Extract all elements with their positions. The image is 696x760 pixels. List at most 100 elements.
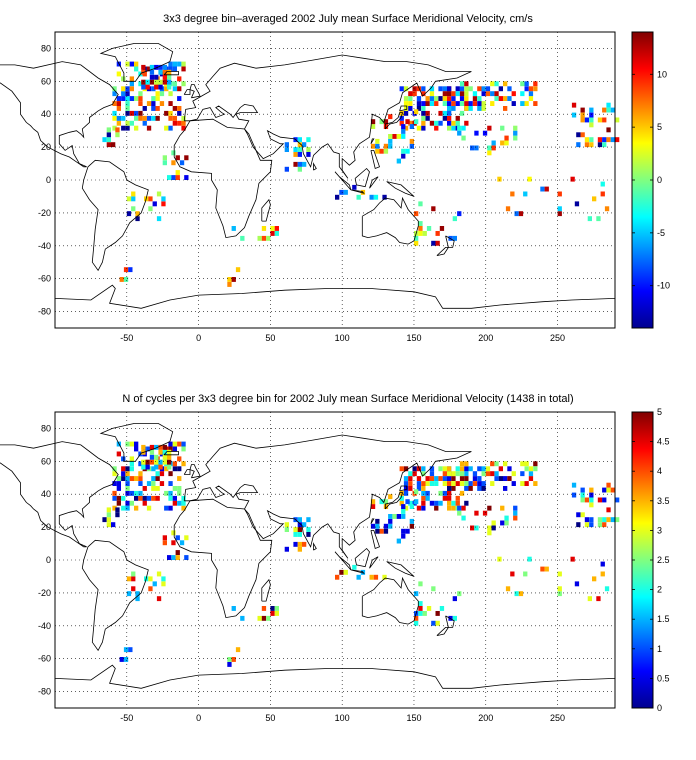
- bin-cell: [491, 520, 496, 526]
- bin-cell: [464, 481, 469, 486]
- bin-cell: [138, 461, 143, 467]
- bin-cell: [383, 499, 389, 505]
- bin-cell: [434, 500, 439, 506]
- bin-cell: [416, 106, 422, 111]
- bin-cell: [511, 101, 516, 106]
- bin-cell: [177, 86, 182, 92]
- bin-cell: [518, 211, 524, 217]
- bin-cell: [490, 471, 495, 477]
- bin-cell: [181, 461, 186, 467]
- bin-cell: [181, 495, 186, 501]
- bin-cell: [125, 481, 130, 486]
- bin-cell: [142, 495, 147, 501]
- bin-cell: [597, 117, 603, 123]
- bin-cell: [375, 143, 380, 149]
- coastline: [370, 138, 375, 145]
- bin-cell: [159, 481, 165, 486]
- bin-cell: [129, 461, 134, 467]
- bin-cell: [447, 476, 452, 481]
- bin-cell: [126, 591, 132, 597]
- bin-cell: [602, 497, 607, 503]
- bin-cell: [490, 101, 495, 106]
- bin-cell: [580, 487, 585, 493]
- bin-cell: [388, 138, 393, 144]
- bin-cell: [177, 486, 182, 491]
- bin-cell: [129, 500, 134, 506]
- colorbar-tick-label: 1.5: [657, 614, 670, 624]
- bin-cell: [129, 96, 134, 101]
- bin-cell: [141, 84, 146, 90]
- bin-cell: [474, 525, 479, 531]
- bin-cell: [592, 576, 597, 582]
- bin-cell: [302, 161, 307, 167]
- bin-cell: [235, 647, 241, 653]
- y-tick-label: -40: [38, 241, 51, 251]
- bin-cell: [115, 127, 120, 133]
- bin-cell: [177, 96, 182, 101]
- bin-cell: [177, 466, 182, 472]
- bin-cell: [106, 142, 111, 148]
- bin-cell: [589, 497, 594, 503]
- bin-cell: [172, 115, 177, 121]
- coastline: [189, 84, 201, 99]
- bin-cell: [472, 101, 478, 106]
- coastline: [436, 627, 450, 636]
- bin-cell: [121, 125, 126, 131]
- top-panel-title: 3x3 degree bin–averaged 2002 July mean S…: [163, 13, 533, 25]
- bin-cell: [455, 86, 460, 92]
- bin-cell: [356, 194, 361, 200]
- bottom-x-axis-ticks: -50 0 50 100 150 200 250: [120, 713, 565, 723]
- bin-cell: [396, 158, 401, 164]
- bin-cell: [491, 140, 496, 146]
- coastline: [384, 112, 404, 130]
- bin-cell: [487, 125, 492, 131]
- bin-cell: [485, 91, 491, 97]
- bin-cell: [451, 106, 456, 111]
- bin-cell: [151, 476, 156, 481]
- bin-cell: [451, 125, 456, 131]
- coastline: [445, 235, 455, 248]
- bin-cell: [447, 505, 452, 511]
- bin-cell: [610, 487, 615, 493]
- bin-cell: [412, 466, 417, 472]
- bin-cell: [388, 494, 393, 500]
- bin-cell: [452, 596, 457, 602]
- bin-cell: [227, 662, 232, 667]
- bin-cell: [161, 581, 166, 587]
- bin-cell: [261, 615, 267, 621]
- bin-cell: [451, 120, 456, 126]
- bin-cell: [490, 81, 495, 87]
- bin-cell: [461, 505, 466, 511]
- bin-cell: [235, 267, 241, 273]
- bin-cell: [421, 500, 426, 506]
- bin-cell: [409, 138, 414, 144]
- bin-cell: [227, 657, 232, 662]
- bin-cell: [510, 191, 515, 197]
- bin-cell: [615, 137, 620, 143]
- bin-cell: [497, 556, 502, 562]
- bin-cell: [447, 125, 452, 131]
- bin-cell: [500, 140, 505, 146]
- bin-cell: [335, 574, 340, 580]
- bin-cell: [102, 517, 107, 523]
- bin-cell: [447, 490, 452, 496]
- bin-cell: [142, 106, 147, 111]
- coastline: [436, 246, 450, 256]
- bin-cell: [149, 454, 155, 460]
- bin-cell: [181, 125, 186, 131]
- bin-cell: [602, 107, 607, 113]
- bin-cell: [142, 486, 147, 491]
- bin-cell: [615, 117, 620, 123]
- x-tick-label: 100: [335, 333, 350, 343]
- bin-cell: [116, 106, 121, 111]
- bin-cell: [472, 476, 478, 481]
- bin-cell: [240, 235, 245, 241]
- bin-cell: [477, 466, 482, 472]
- coastline: [313, 162, 317, 171]
- bin-cell: [369, 574, 374, 580]
- bin-cell: [403, 110, 409, 116]
- coastline: [334, 551, 352, 571]
- bin-cell: [148, 586, 153, 592]
- bin-cell: [528, 476, 534, 481]
- coastline: [361, 196, 419, 245]
